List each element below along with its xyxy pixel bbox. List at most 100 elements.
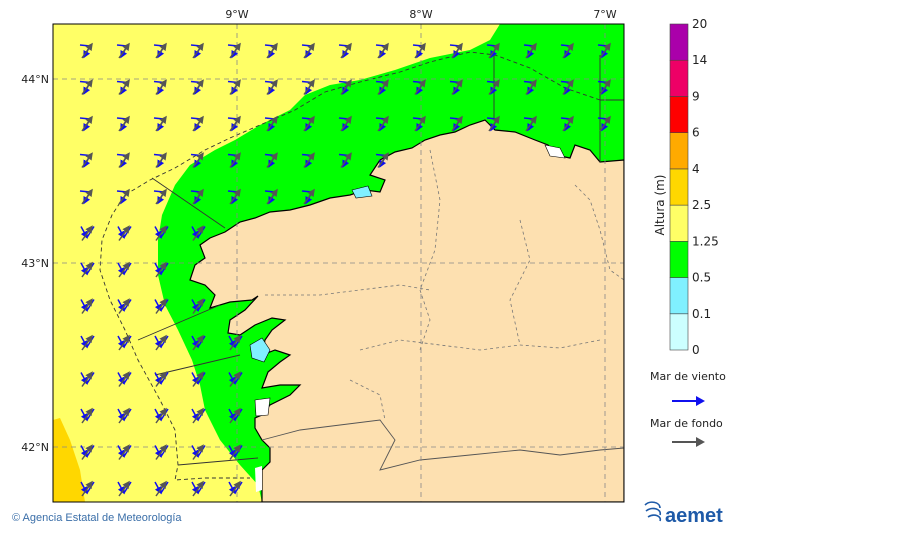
arrow-glyph <box>229 480 241 497</box>
arrow-glyph <box>192 334 204 351</box>
arrow-glyph <box>377 79 389 95</box>
colorbar-tick-label: 1.25 <box>692 234 719 248</box>
arrow-glyph <box>155 480 167 497</box>
arrow-glyph <box>303 188 315 205</box>
arrow-glyph <box>340 152 352 168</box>
arrow-glyph <box>118 407 130 424</box>
colorbar-tick-label: 0.5 <box>692 271 711 285</box>
arrow-glyph <box>81 407 93 424</box>
arrow-glyph <box>153 80 165 84</box>
arrow-glyph <box>599 79 611 95</box>
swell-arrow-icon <box>672 437 705 447</box>
colorbar-tick-label: 6 <box>692 126 700 140</box>
admin-boundaries <box>265 149 624 421</box>
colorbar-tick-label: 20 <box>692 17 707 31</box>
arrow-glyph <box>449 44 461 47</box>
lat-label-43n: 43°N <box>21 257 49 270</box>
colorbar-tick-label: 9 <box>692 89 700 103</box>
arrow-glyph <box>118 298 130 314</box>
arrow-glyph <box>81 298 93 314</box>
colorbar-tick-label: 14 <box>692 53 707 67</box>
arrow-glyph <box>303 42 315 59</box>
arrow-glyph <box>118 261 130 278</box>
arrow-glyph <box>192 79 204 95</box>
arrow-glyph <box>525 79 537 95</box>
arrow-glyph <box>229 79 241 95</box>
arrow-glyph <box>486 44 498 47</box>
arrow-glyph <box>375 117 387 120</box>
arrow-glyph <box>523 44 535 47</box>
arrow-glyph <box>192 225 204 241</box>
arrow-glyph <box>599 42 611 59</box>
longitude-labels: 9°W 8°W 7°W <box>225 8 616 21</box>
colorbar-bin <box>669 168 689 206</box>
arrow-glyph <box>525 42 537 59</box>
arrow-glyph <box>155 261 167 278</box>
arrow-glyph <box>116 80 128 84</box>
arrow-glyph <box>79 80 91 84</box>
colorbar-tick-label: 0 <box>692 343 700 357</box>
colorbar-labels: 0 0.1 0.5 1.25 2.5 4 6 9 14 20 <box>692 17 719 357</box>
arrow-glyph <box>375 153 387 157</box>
arrow-glyph <box>116 153 128 157</box>
arrow-glyph <box>264 117 276 120</box>
legend-title: Altura (m) <box>653 174 667 235</box>
ribadeo-shallow <box>544 144 566 159</box>
arrow-glyph <box>81 79 93 95</box>
colorbar-tick-label: 0.1 <box>692 307 711 321</box>
arrow-glyph <box>449 117 461 120</box>
swell-arrows <box>81 42 611 497</box>
arrow-glyph <box>227 190 239 193</box>
lat-label-44n: 44°N <box>21 73 49 86</box>
arrow-glyph <box>81 152 93 168</box>
arrow-glyph <box>81 42 93 59</box>
arrow-glyph <box>118 115 130 132</box>
arrow-glyph <box>192 480 204 497</box>
arrow-glyph <box>562 115 574 132</box>
arrow-glyph <box>116 44 128 47</box>
arrow-glyph <box>79 44 91 47</box>
arrow-glyph <box>227 117 239 120</box>
arrow-glyph <box>338 44 350 47</box>
arrow-glyph <box>560 80 572 84</box>
arrow-glyph <box>523 117 535 120</box>
arrow-glyph <box>562 79 574 95</box>
arrow-glyph <box>412 80 424 84</box>
arrow-glyph <box>81 188 93 205</box>
arrow-glyph <box>264 190 276 193</box>
arrow-glyph <box>338 80 350 84</box>
arrow-glyph <box>79 190 91 193</box>
arrow-glyph <box>190 44 202 47</box>
arrow-glyph <box>153 117 165 120</box>
arrow-glyph <box>523 80 535 84</box>
land-area <box>189 119 624 502</box>
arrow-glyph <box>597 44 609 47</box>
arrow-glyph <box>340 115 352 132</box>
arrow-glyph <box>301 117 313 120</box>
arrow-glyph <box>118 480 130 497</box>
arrow-glyph <box>303 79 315 95</box>
arrow-glyph <box>229 42 241 59</box>
arrow-glyph <box>192 152 204 168</box>
arrow-glyph <box>118 42 130 59</box>
arrow-glyph <box>451 42 463 59</box>
aemet-logo-text: aemet <box>665 505 723 527</box>
arrow-glyph <box>488 79 500 95</box>
colorbar-bin <box>669 23 689 61</box>
arrow-glyph <box>377 42 389 59</box>
arrow-glyph <box>264 44 276 47</box>
arrow-glyph <box>229 407 241 424</box>
arrow-glyph <box>412 44 424 47</box>
arrow-glyph <box>153 44 165 47</box>
map-panel <box>53 24 624 502</box>
lon-label-7w: 7°W <box>593 8 616 21</box>
arrow-glyph <box>414 79 426 95</box>
aemet-swirl-icon <box>644 501 662 522</box>
arrow-glyph <box>266 152 278 168</box>
arrow-glyph <box>229 371 241 387</box>
ria-arousa-shallow <box>249 337 271 363</box>
minho-estuary <box>255 466 262 492</box>
arrow-glyph <box>227 44 239 47</box>
colorbar-tick-label: 2.5 <box>692 198 711 212</box>
arrow-glyph <box>153 190 165 193</box>
